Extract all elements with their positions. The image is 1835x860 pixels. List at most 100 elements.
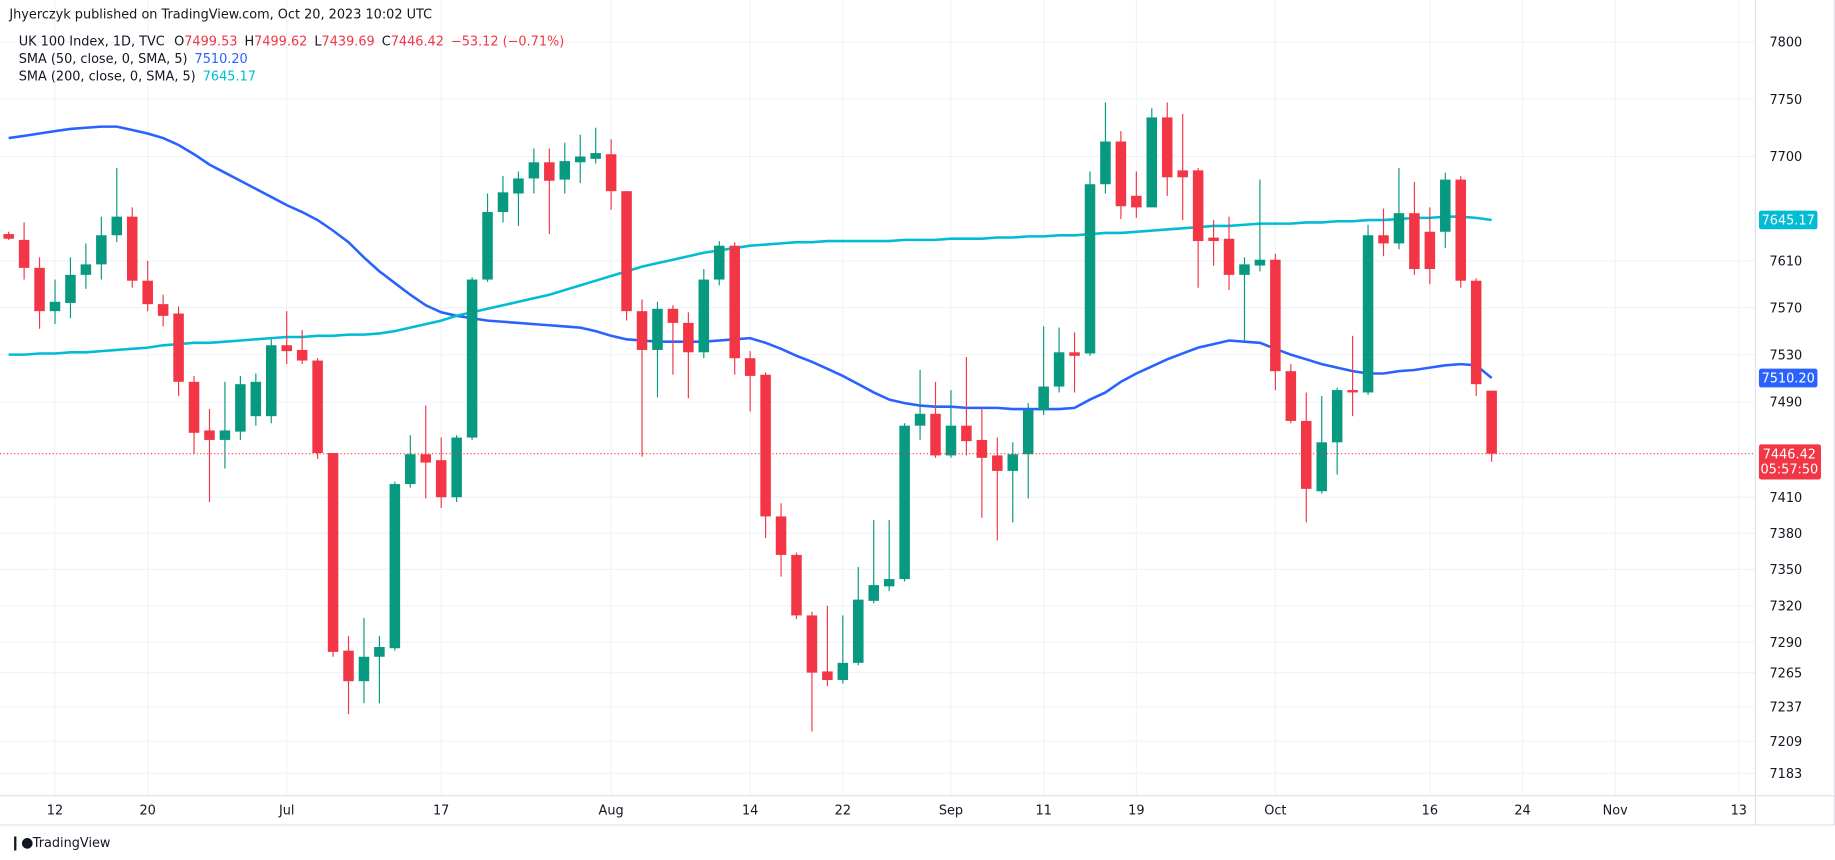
candle-body bbox=[1223, 238, 1235, 275]
candle-body bbox=[451, 437, 462, 498]
legend-name: SMA (200, close, 0, SMA, 5) bbox=[19, 70, 196, 85]
candle-body bbox=[683, 322, 694, 353]
ohlc-prefix: O bbox=[174, 35, 184, 50]
candle-body bbox=[760, 374, 771, 517]
candle-body bbox=[65, 274, 76, 303]
candle-body bbox=[389, 484, 401, 649]
candle-body bbox=[266, 345, 277, 417]
y-tick-label: 7183 bbox=[1769, 767, 1802, 782]
ohlc-value: 7499.62 bbox=[254, 35, 307, 50]
candle-body bbox=[1347, 390, 1358, 393]
x-tick-label: Aug bbox=[599, 803, 624, 818]
y-tick-label: 7490 bbox=[1769, 396, 1802, 411]
legend-item: SMA (50, close, 0, SMA, 5) 7510.20 bbox=[19, 52, 248, 67]
x-tick-label: Jul bbox=[278, 803, 295, 818]
candle-body bbox=[1038, 386, 1049, 411]
candle-body bbox=[358, 656, 370, 682]
candle-body bbox=[157, 304, 169, 316]
y-tick-label: 7290 bbox=[1769, 636, 1802, 651]
candle-body bbox=[574, 156, 586, 163]
candle-body bbox=[1378, 235, 1389, 244]
candle-body bbox=[513, 178, 524, 194]
candle-body bbox=[1254, 259, 1266, 266]
ohlc-prefix: H bbox=[244, 35, 254, 50]
candle-body bbox=[729, 245, 740, 359]
candle-body bbox=[312, 360, 323, 454]
candle-body bbox=[3, 234, 14, 239]
candle-body bbox=[961, 425, 972, 442]
candle-body bbox=[559, 161, 571, 180]
candle-body bbox=[34, 267, 45, 312]
candle-body bbox=[822, 671, 833, 680]
ohlc-prefix: C bbox=[382, 35, 391, 50]
candle-body bbox=[420, 454, 432, 463]
x-tick-label: 12 bbox=[47, 803, 63, 818]
x-tick-label: 11 bbox=[1035, 803, 1051, 818]
x-tick-label: 24 bbox=[1514, 803, 1530, 818]
y-tick-label: 7530 bbox=[1769, 348, 1802, 363]
candle-body bbox=[204, 430, 215, 440]
y-tick-label: 7265 bbox=[1769, 666, 1802, 681]
legend-name: SMA (50, close, 0, SMA, 5) bbox=[19, 52, 188, 67]
candle-body bbox=[945, 425, 957, 456]
candle-body bbox=[1192, 170, 1204, 242]
x-tick-label: Oct bbox=[1264, 803, 1286, 818]
candle-body bbox=[1486, 390, 1497, 454]
candle-body bbox=[405, 454, 416, 485]
candle-body bbox=[806, 615, 818, 673]
x-tick-label: 20 bbox=[140, 803, 156, 818]
candle-body bbox=[235, 384, 246, 432]
candle-body bbox=[976, 439, 988, 458]
candle-body bbox=[1362, 235, 1374, 393]
ohlc-value: 7499.53 bbox=[184, 35, 237, 50]
y-tick-label: 7410 bbox=[1769, 491, 1802, 506]
legend-line: UK 100 Index, 1D, TVC O7499.53 H7499.62 L74… bbox=[19, 35, 565, 50]
candle-body bbox=[466, 279, 478, 438]
logo-mark: ❙● bbox=[9, 835, 33, 851]
candle-body bbox=[126, 216, 138, 281]
candle-body bbox=[435, 460, 447, 498]
candle-body bbox=[173, 313, 184, 382]
ohlc-value: 7439.69 bbox=[322, 35, 375, 50]
candle-body bbox=[992, 455, 1003, 471]
candle-body bbox=[327, 453, 339, 652]
y-tick-label: 7320 bbox=[1769, 599, 1802, 614]
candle-body bbox=[1022, 410, 1034, 455]
legend-item: SMA (200, close, 0, SMA, 5) 7645.17 bbox=[19, 70, 256, 85]
candle-body bbox=[1301, 420, 1312, 489]
candle-body bbox=[930, 413, 941, 456]
sma-line bbox=[8, 215, 1492, 356]
candle-body bbox=[914, 413, 926, 426]
price-label: 7446.42 bbox=[1763, 447, 1816, 462]
price-label: 7645.17 bbox=[1762, 214, 1815, 229]
x-tick-label: 22 bbox=[835, 803, 851, 818]
legend-value: 7510.20 bbox=[195, 52, 248, 67]
x-tick-label: Nov bbox=[1603, 803, 1628, 818]
candle-body bbox=[1146, 117, 1158, 208]
y-tick-label: 7610 bbox=[1769, 255, 1802, 270]
y-tick-label: 7800 bbox=[1769, 36, 1802, 51]
y-tick-label: 7570 bbox=[1769, 301, 1802, 316]
candle-body bbox=[899, 425, 910, 580]
candle-body bbox=[1115, 141, 1127, 207]
candle-body bbox=[590, 153, 601, 159]
candle-body bbox=[111, 216, 123, 236]
candle-body bbox=[652, 308, 663, 350]
candle-body bbox=[744, 358, 756, 376]
candle-body bbox=[1177, 170, 1188, 178]
ohlc-prefix: L bbox=[314, 35, 322, 50]
candle-body bbox=[343, 650, 354, 682]
candle-body bbox=[1131, 195, 1142, 208]
candle-body bbox=[1440, 179, 1451, 232]
candle-body bbox=[1331, 390, 1343, 443]
candle-body bbox=[482, 212, 493, 280]
publisher: Jhyerczyk published on TradingView.com, … bbox=[8, 8, 432, 23]
candle-body bbox=[1424, 231, 1436, 270]
candle-body bbox=[1100, 141, 1111, 185]
candle-body bbox=[883, 579, 895, 587]
candle-body bbox=[1208, 237, 1219, 242]
candle-body bbox=[1084, 184, 1096, 354]
y-tick-label: 7750 bbox=[1769, 93, 1802, 108]
y-tick-label: 7237 bbox=[1769, 701, 1802, 716]
